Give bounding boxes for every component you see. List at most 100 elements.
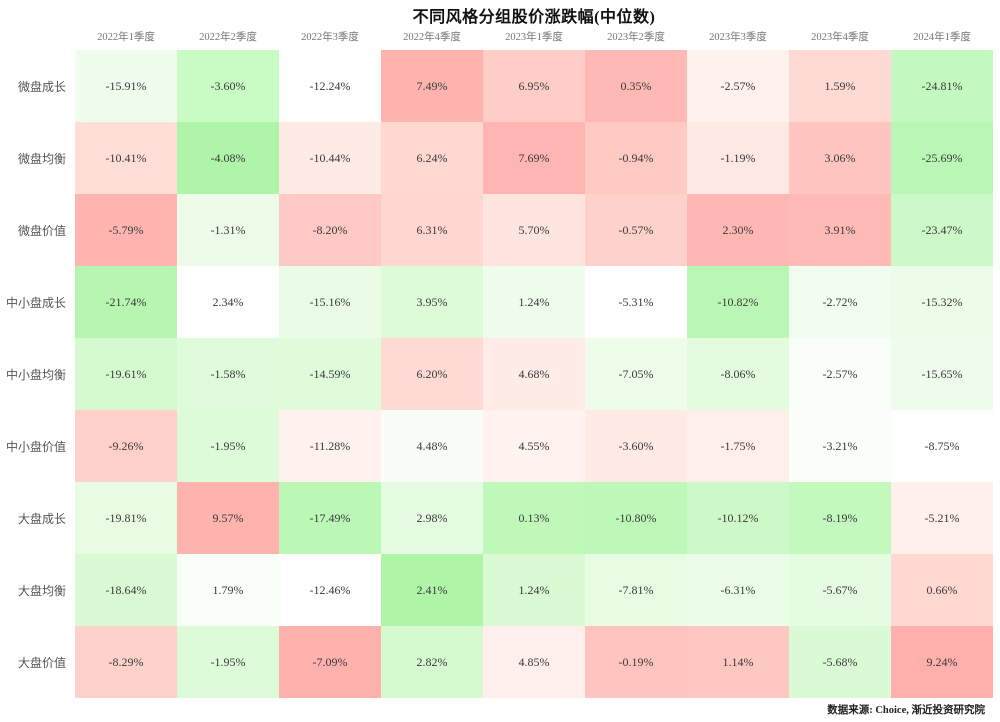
heatmap-cell: -1.31% — [177, 194, 279, 266]
heatmap-cell: 6.31% — [381, 194, 483, 266]
heatmap-cell: 9.24% — [891, 626, 993, 698]
heatmap-cell: 2.34% — [177, 266, 279, 338]
heatmap-cell: -15.65% — [891, 338, 993, 410]
row-label: 微盘均衡 — [17, 151, 66, 166]
row-label: 中小盘价值 — [5, 439, 66, 454]
heatmap-cell: -1.95% — [177, 626, 279, 698]
heatmap-grid: 2022年1季度 2022年2季度 2022年3季度 2022年4季度 2023年1季度… — [0, 22, 993, 698]
row-label: 大盘成长 — [17, 511, 66, 526]
heatmap-cell: -6.31% — [687, 554, 789, 626]
heatmap-cell: 3.95% — [381, 266, 483, 338]
heatmap-cell: -5.31% — [585, 266, 687, 338]
heatmap-cell: -5.79% — [75, 194, 177, 266]
heatmap-cell: 0.13% — [483, 482, 585, 554]
heatmap-cell: -10.44% — [279, 122, 381, 194]
heatmap-cell: 2.82% — [381, 626, 483, 698]
heatmap-cell: -0.94% — [585, 122, 687, 194]
column-header: 2022年1季度 — [97, 31, 155, 43]
heatmap-cell: -1.75% — [687, 410, 789, 482]
column-header: 2023年1季度 — [505, 31, 563, 43]
chart-title: 不同风格分组股价涨跌幅(中位数) — [412, 9, 656, 26]
heatmap-cell: -10.12% — [687, 482, 789, 554]
heatmap-cell: 1.24% — [483, 554, 585, 626]
heatmap-cell: 7.49% — [381, 50, 483, 122]
heatmap-cell: 3.91% — [789, 194, 891, 266]
data-source-note: 数据来源: Choice, 渐近投资研究院 — [827, 705, 985, 716]
heatmap-cell: 0.35% — [585, 50, 687, 122]
heatmap-cell: -5.21% — [891, 482, 993, 554]
heatmap-cell: -23.47% — [891, 194, 993, 266]
heatmap-cell: -9.26% — [75, 410, 177, 482]
column-header: 2022年4季度 — [403, 31, 461, 43]
heatmap-cell: 5.70% — [483, 194, 585, 266]
heatmap-cell: -25.69% — [891, 122, 993, 194]
heatmap-cell: -8.75% — [891, 410, 993, 482]
column-header: 2023年2季度 — [607, 31, 665, 43]
heatmap-cell: -15.32% — [891, 266, 993, 338]
column-header: 2022年3季度 — [301, 31, 359, 43]
heatmap-cell: -2.57% — [687, 50, 789, 122]
heatmap-cell: -15.16% — [279, 266, 381, 338]
heatmap-cell: -1.95% — [177, 410, 279, 482]
heatmap-cell: -10.82% — [687, 266, 789, 338]
heatmap-cell: -2.57% — [789, 338, 891, 410]
heatmap-cell: -5.67% — [789, 554, 891, 626]
heatmap-cell: -19.61% — [75, 338, 177, 410]
heatmap-cell: -7.09% — [279, 626, 381, 698]
row-label: 微盘成长 — [17, 79, 66, 94]
heatmap-cell: 2.30% — [687, 194, 789, 266]
heatmap-cell: 4.55% — [483, 410, 585, 482]
heatmap-cell: -8.19% — [789, 482, 891, 554]
row-label: 大盘价值 — [17, 655, 66, 670]
heatmap-cell: -11.28% — [279, 410, 381, 482]
heatmap-cell: 2.98% — [381, 482, 483, 554]
column-header: 2022年2季度 — [199, 31, 257, 43]
heatmap-cell: -7.81% — [585, 554, 687, 626]
heatmap-cell: -21.74% — [75, 266, 177, 338]
heatmap-cell: 6.20% — [381, 338, 483, 410]
column-header: 2023年4季度 — [811, 31, 869, 43]
heatmap-cell: 4.68% — [483, 338, 585, 410]
heatmap-cell: -14.59% — [279, 338, 381, 410]
heatmap-cell: -2.72% — [789, 266, 891, 338]
heatmap-cell: -0.19% — [585, 626, 687, 698]
heatmap-cell: -3.21% — [789, 410, 891, 482]
heatmap-cell: 6.24% — [381, 122, 483, 194]
heatmap-cell: 1.14% — [687, 626, 789, 698]
heatmap-cell: 4.85% — [483, 626, 585, 698]
heatmap-cell: 6.95% — [483, 50, 585, 122]
heatmap-cell: -8.29% — [75, 626, 177, 698]
heatmap-cell: -15.91% — [75, 50, 177, 122]
heatmap-cell: 1.79% — [177, 554, 279, 626]
heatmap-cell: -3.60% — [585, 410, 687, 482]
heatmap-cell: -7.05% — [585, 338, 687, 410]
heatmap-cell: 3.06% — [789, 122, 891, 194]
heatmap-cell: 0.66% — [891, 554, 993, 626]
row-label: 中小盘均衡 — [5, 367, 66, 382]
heatmap-cell: 7.69% — [483, 122, 585, 194]
heatmap-cell: -5.68% — [789, 626, 891, 698]
heatmap-cell: -8.20% — [279, 194, 381, 266]
heatmap-cell: -19.81% — [75, 482, 177, 554]
heatmap-cell: 2.41% — [381, 554, 483, 626]
heatmap-cell: -12.46% — [279, 554, 381, 626]
column-header: 2023年3季度 — [709, 31, 767, 43]
column-header: 2024年1季度 — [913, 31, 971, 43]
heatmap-cell: -1.58% — [177, 338, 279, 410]
heatmap-cell: -17.49% — [279, 482, 381, 554]
grid-corner — [0, 22, 75, 50]
heatmap-cell: -4.08% — [177, 122, 279, 194]
heatmap-cell: -24.81% — [891, 50, 993, 122]
heatmap-cell: 9.57% — [177, 482, 279, 554]
heatmap-cell: -1.19% — [687, 122, 789, 194]
heatmap-cell: -18.64% — [75, 554, 177, 626]
heatmap-cell: -0.57% — [585, 194, 687, 266]
row-label: 大盘均衡 — [17, 583, 66, 598]
row-label: 微盘价值 — [17, 223, 66, 238]
heatmap-cell: 4.48% — [381, 410, 483, 482]
heatmap-cell: -8.06% — [687, 338, 789, 410]
heatmap-cell: -10.41% — [75, 122, 177, 194]
heatmap-cell: -10.80% — [585, 482, 687, 554]
heatmap-cell: -12.24% — [279, 50, 381, 122]
